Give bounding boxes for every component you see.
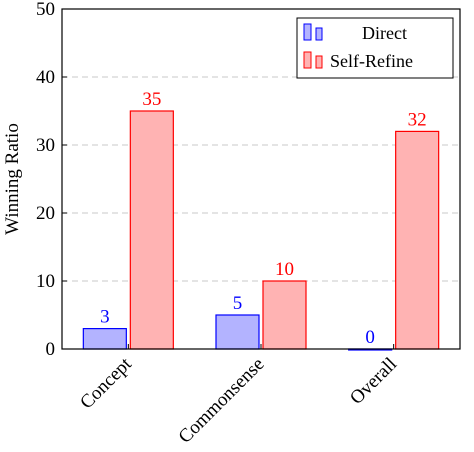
bar-value-label: 5 bbox=[233, 293, 243, 314]
bar-value-label: 35 bbox=[142, 89, 161, 110]
x-tick-label: Concept bbox=[76, 353, 136, 413]
y-tick-label: 50 bbox=[36, 0, 55, 20]
x-tick-label: Commonsense bbox=[175, 354, 269, 448]
bar-value-label: 10 bbox=[275, 259, 294, 280]
legend-label: Direct bbox=[362, 23, 407, 43]
y-tick-label: 10 bbox=[36, 271, 55, 292]
legend-swatch bbox=[303, 51, 323, 69]
legend-label: Self-Refine bbox=[330, 51, 413, 71]
legend: Direct Self-Refine bbox=[296, 17, 454, 79]
bar-direct bbox=[82, 328, 127, 350]
y-tick-label: 40 bbox=[36, 67, 55, 88]
y-tick-label: 20 bbox=[36, 203, 55, 224]
bar-self-refine bbox=[129, 110, 174, 350]
y-tick-label: 30 bbox=[36, 135, 55, 156]
y-axis-title: Winning Ratio bbox=[2, 123, 23, 235]
bar-value-label: 0 bbox=[365, 327, 375, 348]
data-labels: 3 35 5 10 0 32 bbox=[100, 89, 427, 348]
x-tick-label: Overall bbox=[346, 354, 401, 409]
bars bbox=[82, 110, 440, 351]
x-axis-ticks: Concept Commonsense Overall bbox=[76, 344, 401, 448]
bar-self-refine bbox=[395, 130, 440, 350]
bar-self-refine bbox=[262, 280, 307, 350]
y-tick-label: 0 bbox=[46, 339, 56, 360]
bar-value-label: 3 bbox=[100, 307, 110, 328]
bar-value-label: 32 bbox=[408, 109, 427, 130]
bar-direct bbox=[215, 314, 260, 350]
legend-swatch bbox=[303, 23, 323, 41]
y-axis-ticks: 0 10 20 30 40 50 bbox=[36, 0, 67, 360]
legend-box bbox=[296, 17, 454, 79]
